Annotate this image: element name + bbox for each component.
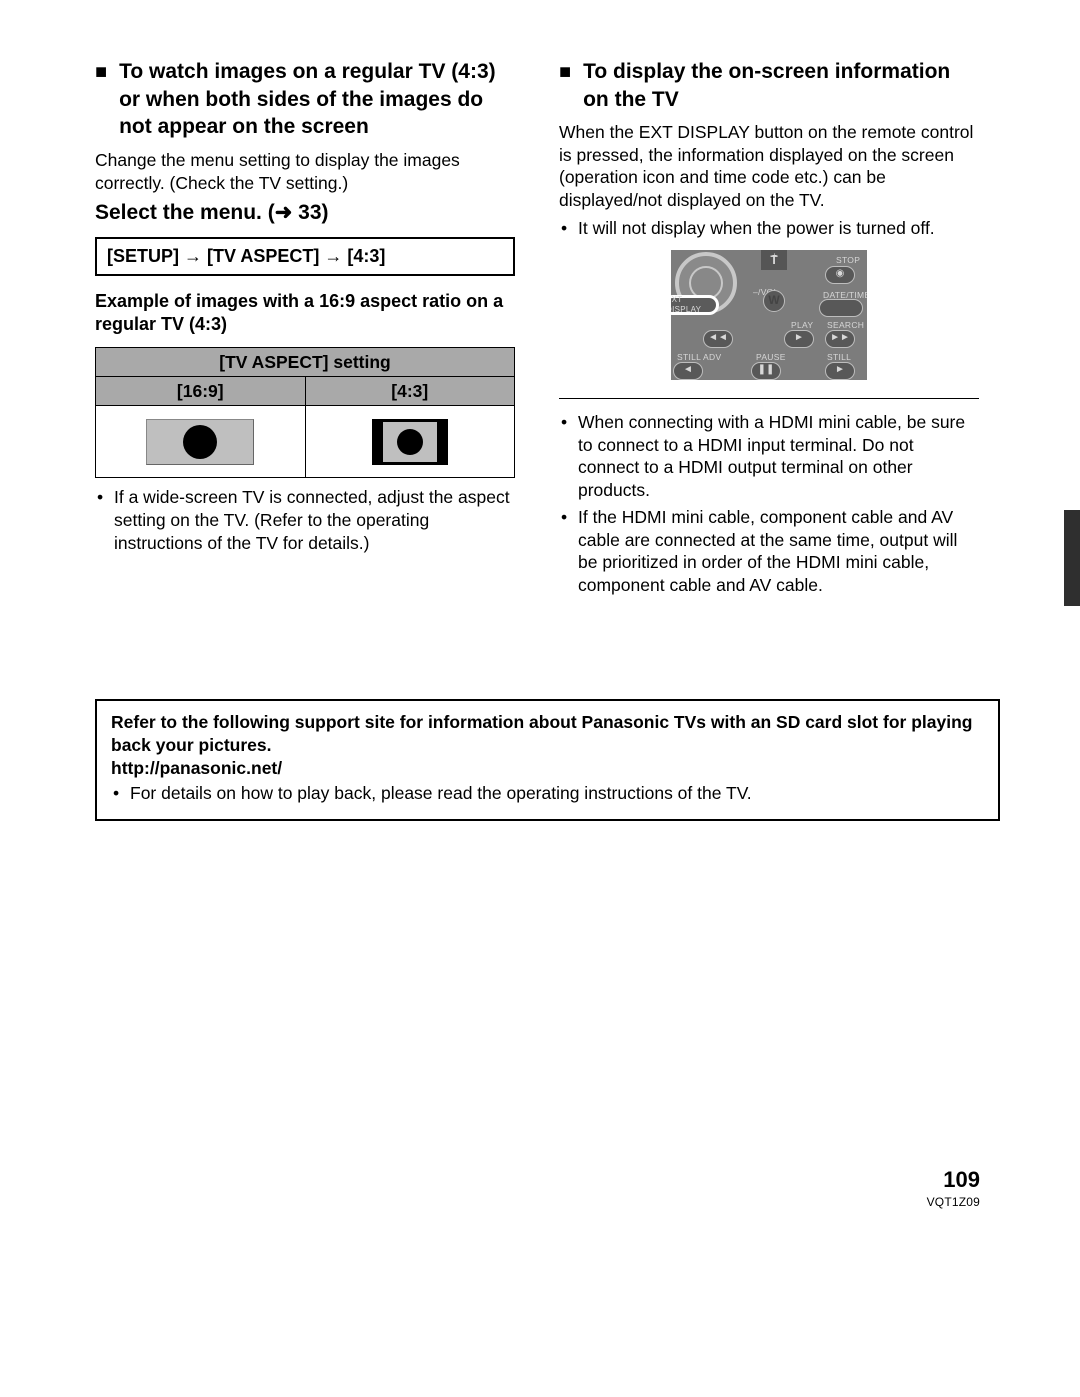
page-footer: 109 VQT1Z09 [927,1167,980,1209]
right-column: ■ To display the on-screen information o… [559,58,979,601]
side-tab [1064,510,1080,606]
right-bullet-cable-priority: If the HDMI mini cable, component cable … [560,506,979,597]
remote-rew-button: ◄◄ [703,330,733,348]
right-paragraph: When the EXT DISPLAY button on the remot… [559,121,979,211]
right-heading-text: To display the on-screen information on … [583,58,979,113]
remote-search-button: ►► [825,330,855,348]
support-text: Refer to the following support site for … [111,711,984,757]
support-box: Refer to the following support site for … [95,699,1000,821]
remote-datetime-button [819,299,863,317]
support-url: http://panasonic.net/ [111,757,984,780]
left-heading-text: To watch images on a regular TV (4:3) or… [119,58,515,141]
remote-stop-button: ◉ [825,266,855,284]
remote-play-button: ► [784,330,814,348]
remote-control-image: T + STOP ◉ ‒/VOL W DATE/TIME EXT DISPLAY… [671,250,867,380]
left-note: If a wide-screen TV is connected, adjust… [96,486,515,554]
page-number: 109 [927,1167,980,1193]
left-paragraph: Change the menu setting to display the i… [95,149,515,194]
support-bullet: For details on how to play back, please … [112,782,984,805]
tv-aspect-table: [TV ASPECT] setting [16:9] [4:3] [95,347,515,479]
left-heading: ■ To watch images on a regular TV (4:3) … [95,58,515,141]
square-bullet-icon: ■ [95,58,107,141]
tv-16-9-icon [146,419,254,465]
right-heading: ■ To display the on-screen information o… [559,58,979,113]
table-cell-16-9 [96,406,306,478]
remote-pause-label: PAUSE [756,352,786,363]
doc-code: VQT1Z09 [927,1195,980,1209]
square-bullet-icon: ■ [559,58,571,113]
table-title: [TV ASPECT] setting [96,347,515,376]
remote-w-button: W [763,290,785,312]
left-column: ■ To watch images on a regular TV (4:3) … [95,58,515,559]
remote-still-adv-left-button: ◄ [673,362,703,380]
remote-still-adv-left-label: STILL ADV [677,352,721,363]
remote-stop-label: STOP [836,255,860,266]
remote-ext-display-button: EXT DISPLAY [671,295,719,315]
remote-play-label: PLAY [791,320,813,331]
table-cell-4-3 [305,406,515,478]
tv-4-3-icon [345,419,475,465]
table-col-4-3: [4:3] [305,377,515,406]
select-menu-line: Select the menu. (➜ 33) [95,200,515,227]
example-caption: Example of images with a 16:9 aspect rat… [95,290,515,337]
right-note-power: It will not display when the power is tu… [560,217,979,240]
remote-pause-button: ❚❚ [751,362,781,380]
remote-plus-label: + [772,250,777,261]
remote-search-label: SEARCH [827,320,864,331]
table-col-16-9: [16:9] [96,377,306,406]
divider [559,398,979,399]
remote-still-adv-right-button: ► [825,362,855,380]
right-bullet-hdmi-input: When connecting with a HDMI mini cable, … [560,411,979,502]
menu-path-box: [SETUP] → [TV ASPECT] → [4:3] [95,237,515,276]
